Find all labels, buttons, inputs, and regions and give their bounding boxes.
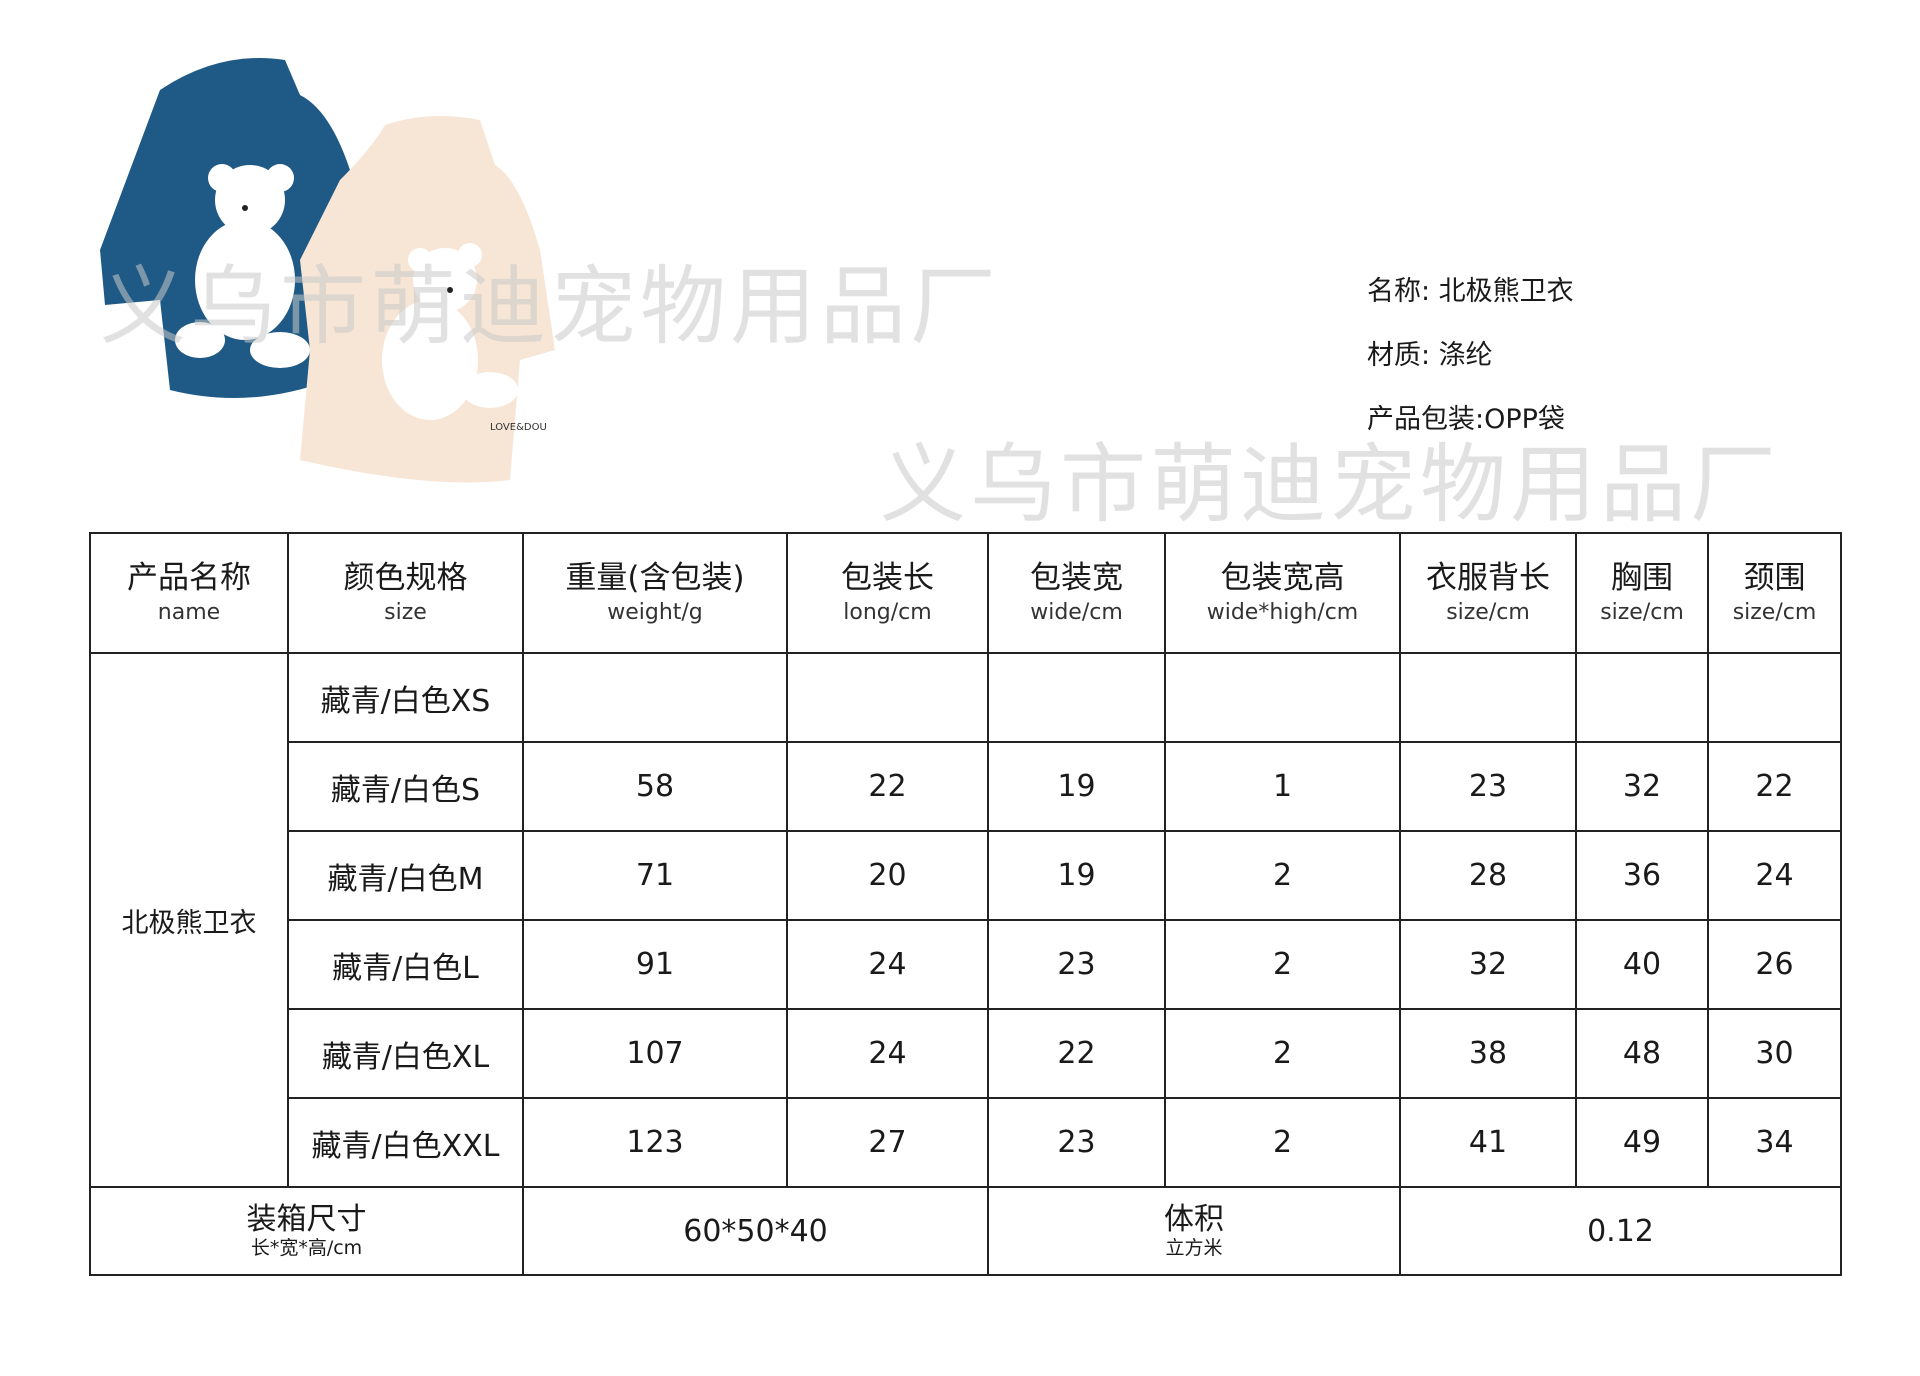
column-header-cn: 包装宽高	[1220, 560, 1345, 596]
value-cell: 22	[987, 1008, 1166, 1099]
column-header-en: wide/cm	[1030, 600, 1123, 625]
value-cell: 71	[522, 830, 788, 921]
volume-value: 0.12	[1399, 1186, 1842, 1276]
value-cell: 32	[1575, 741, 1709, 832]
product-name-cell: 北极熊卫衣	[89, 652, 289, 1188]
column-header: 包装宽 wide/cm	[987, 532, 1166, 654]
value-cell	[1399, 652, 1577, 743]
value-cell: 34	[1707, 1097, 1842, 1188]
size-table: 产品名称 name 颜色规格 size 重量(含包装) weight/g 包装长 long/c…	[89, 532, 1842, 1276]
value-cell	[1164, 652, 1401, 743]
value-cell: 58	[522, 741, 788, 832]
column-header-en: weight/g	[607, 600, 703, 625]
column-header-cn: 颈围	[1743, 560, 1806, 596]
value-cell	[1707, 652, 1842, 743]
value-cell: 23	[987, 1097, 1166, 1188]
value-cell: 91	[522, 919, 788, 1010]
carton-size-unit: 长*宽*高/cm	[250, 1237, 363, 1259]
value-cell	[786, 652, 989, 743]
value-cell: 2	[1164, 1097, 1401, 1188]
value-cell: 40	[1575, 919, 1709, 1010]
size-cell: 藏青/白色XL	[287, 1008, 524, 1099]
value-cell: 32	[1399, 919, 1577, 1010]
carton-size-label: 装箱尺寸	[246, 1202, 367, 1237]
value-cell: 2	[1164, 1008, 1401, 1099]
label-logo: LOVE&DOU	[490, 422, 547, 433]
value-cell: 30	[1707, 1008, 1842, 1099]
table-row: 藏青/白色XXL 123 27 23 2 41 49 34	[90, 1097, 1842, 1188]
column-header: 产品名称 name	[89, 532, 289, 654]
column-header-en: name	[157, 600, 221, 625]
size-cell: 藏青/白色L	[287, 919, 524, 1010]
table-footer-row: 装箱尺寸 长*宽*高/cm 60*50*40 体积 立方米 0.12	[89, 1186, 1842, 1276]
size-cell: 藏青/白色S	[287, 741, 524, 832]
column-header: 衣服背长 size/cm	[1399, 532, 1577, 654]
value-cell: 27	[786, 1097, 989, 1188]
table-row: 藏青/白色M 71 20 19 2 28 36 24	[90, 830, 1842, 921]
carton-size-label-cell: 装箱尺寸 长*宽*高/cm	[89, 1186, 524, 1276]
value-cell: 24	[1707, 830, 1842, 921]
value-cell: 1	[1164, 741, 1401, 832]
value-cell	[1575, 652, 1709, 743]
column-header-cn: 产品名称	[127, 560, 251, 596]
value-cell: 36	[1575, 830, 1709, 921]
value-cell: 2	[1164, 919, 1401, 1010]
column-header: 胸围 size/cm	[1575, 532, 1709, 654]
value-cell: 48	[1575, 1008, 1709, 1099]
column-header-en: size/cm	[1732, 600, 1817, 625]
column-header-cn: 包装长	[841, 560, 934, 596]
column-header-cn: 包装宽	[1030, 560, 1123, 596]
value-cell: 38	[1399, 1008, 1577, 1099]
value-cell: 24	[786, 1008, 989, 1099]
column-header-en: long/cm	[843, 600, 932, 625]
value-cell: 26	[1707, 919, 1842, 1010]
column-header: 颜色规格 size	[287, 532, 524, 654]
value-cell: 28	[1399, 830, 1577, 921]
column-header: 重量(含包装) weight/g	[522, 532, 788, 654]
value-cell: 23	[1399, 741, 1577, 832]
column-header-cn: 衣服背长	[1426, 560, 1550, 596]
value-cell: 19	[987, 741, 1166, 832]
value-cell	[987, 652, 1166, 743]
size-cell: 藏青/白色M	[287, 830, 524, 921]
column-header-cn: 颜色规格	[343, 560, 468, 596]
volume-label: 体积	[1164, 1202, 1224, 1237]
column-header-cn: 重量(含包装)	[565, 560, 745, 596]
value-cell: 20	[786, 830, 989, 921]
column-header-en: size/cm	[1446, 600, 1530, 625]
value-cell: 24	[786, 919, 989, 1010]
value-cell	[522, 652, 788, 743]
watermark: 义乌市萌迪宠物用品厂	[880, 435, 1780, 535]
material-info: 材质: 涤纶	[1367, 340, 1493, 371]
column-header: 包装长 long/cm	[786, 532, 989, 654]
value-cell: 123	[522, 1097, 788, 1188]
value-cell: 19	[987, 830, 1166, 921]
value-cell: 23	[987, 919, 1166, 1010]
size-cell: 藏青/白色XXL	[287, 1097, 524, 1188]
product-image: LOVE&DOU	[100, 58, 555, 483]
value-cell: 22	[786, 741, 989, 832]
table-row: 藏青/白色S 58 22 19 1 23 32 22	[90, 741, 1842, 832]
value-cell: 49	[1575, 1097, 1709, 1188]
column-header-en: size	[384, 600, 427, 625]
packaging-info: 产品包装:OPP袋	[1367, 404, 1565, 435]
column-header-en: size/cm	[1600, 600, 1684, 625]
volume-label-cell: 体积 立方米	[987, 1186, 1401, 1276]
product-name-info: 名称: 北极熊卫衣	[1367, 276, 1574, 307]
table-row: 藏青/白色L 91 24 23 2 32 40 26	[90, 919, 1842, 1010]
column-header: 包装宽高 wide*high/cm	[1164, 532, 1401, 654]
column-header-cn: 胸围	[1611, 560, 1673, 596]
volume-unit: 立方米	[1165, 1237, 1223, 1259]
table-row: 北极熊卫衣 藏青/白色XS	[89, 652, 1842, 1188]
column-header-en: wide*high/cm	[1206, 600, 1359, 625]
value-cell: 41	[1399, 1097, 1577, 1188]
value-cell: 22	[1707, 741, 1842, 832]
table-header-row: 产品名称 name 颜色规格 size 重量(含包装) weight/g 包装长 long/c…	[89, 532, 1842, 654]
carton-size-value: 60*50*40	[522, 1186, 989, 1276]
value-cell: 2	[1164, 830, 1401, 921]
size-cell: 藏青/白色XS	[287, 652, 524, 743]
table-row: 藏青/白色XL 107 24 22 2 38 48 30	[90, 1008, 1842, 1099]
value-cell: 107	[522, 1008, 788, 1099]
column-header: 颈围 size/cm	[1707, 532, 1842, 654]
